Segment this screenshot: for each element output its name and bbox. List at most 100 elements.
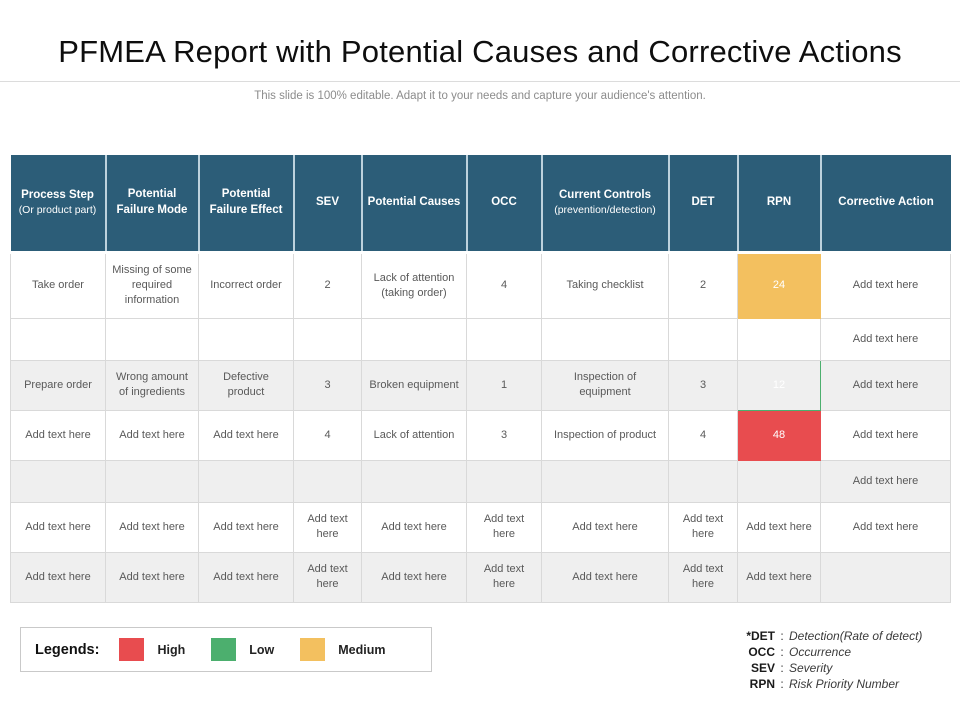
add-text-placeholder[interactable]: Add text here: [668, 551, 738, 603]
legend-item-label: Medium: [338, 642, 386, 657]
add-text-placeholder[interactable]: Add text here: [105, 551, 199, 603]
table-cell: [198, 317, 294, 361]
footnote-definition: Severity: [789, 661, 833, 675]
add-text-placeholder[interactable]: Add text here: [820, 409, 951, 461]
column-header-potential-causes: Potential Causes: [360, 155, 467, 254]
add-text-placeholder[interactable]: Add text here: [10, 501, 106, 553]
add-text-placeholder[interactable]: Add text here: [820, 359, 951, 411]
footnote-row: SEV : Severity: [735, 660, 922, 676]
table-cell: [668, 459, 738, 503]
table-cell: [361, 317, 467, 361]
add-text-placeholder[interactable]: Add text here: [820, 459, 951, 503]
add-text-placeholder[interactable]: Add text here: [293, 501, 362, 553]
table-cell: Defective product: [198, 359, 294, 411]
footnote-row: OCC : Occurrence: [735, 644, 922, 660]
subtitle: This slide is 100% editable. Adapt it to…: [254, 90, 706, 102]
rpn-value-cell: 24: [737, 251, 821, 319]
table-cell: Lack of attention: [361, 409, 467, 461]
table-cell: 3: [466, 409, 542, 461]
table-cell: [105, 317, 199, 361]
table-row: Add text here Add text here Add text her…: [10, 551, 951, 603]
add-text-placeholder[interactable]: Add text here: [293, 551, 362, 603]
footnote-definition: Occurrence: [789, 645, 852, 659]
column-header-rpn: RPN: [736, 155, 821, 254]
add-text-placeholder[interactable]: Add text here: [361, 551, 467, 603]
add-text-placeholder[interactable]: Add text here: [737, 551, 821, 603]
add-text-placeholder[interactable]: Add text here: [466, 551, 542, 603]
table-cell: [466, 459, 542, 503]
add-text-placeholder[interactable]: Add text here: [541, 551, 669, 603]
footnote-separator: :: [780, 661, 784, 675]
footnote-abbr: SEV: [750, 661, 775, 675]
table-cell: [361, 459, 467, 503]
footnote-abbr: RPN: [749, 677, 775, 691]
add-text-placeholder[interactable]: Add text here: [820, 317, 951, 361]
add-text-placeholder[interactable]: Add text here: [10, 551, 106, 603]
table-cell: Lack of attention (taking order): [361, 251, 467, 319]
footnote-definition: Risk Priority Number: [789, 677, 900, 691]
add-text-placeholder[interactable]: Add text here: [10, 409, 106, 461]
table-row: Prepare order Wrong amount of ingredient…: [10, 359, 951, 411]
table-cell: Inspection of product: [541, 409, 669, 461]
legend-item-label: Low: [249, 642, 275, 657]
add-text-placeholder[interactable]: Add text here: [668, 501, 738, 553]
rpn-value-cell: 48: [737, 409, 821, 461]
page-title: PFMEA Report with Potential Causes and C…: [58, 34, 902, 69]
table-cell: Incorrect order: [198, 251, 294, 319]
add-text-placeholder[interactable]: Add text here: [361, 501, 467, 553]
table-cell: [293, 459, 362, 503]
add-text-placeholder[interactable]: Add text here: [105, 409, 199, 461]
legend-item-low: Low: [211, 638, 274, 661]
footnote-separator: :: [780, 645, 784, 659]
table-cell: Inspection of equipment: [541, 359, 669, 411]
add-text-placeholder[interactable]: Add text here: [820, 251, 951, 319]
legend-item-high: High: [119, 638, 185, 661]
table-cell: [541, 317, 669, 361]
table-cell: 4: [466, 251, 542, 319]
footnotes: *DET : Detection(Rate of detect) OCC : O…: [735, 628, 922, 692]
table-cell: [737, 317, 821, 361]
table-row: Take order Missing of some required info…: [10, 251, 951, 319]
add-text-placeholder[interactable]: Add text here: [198, 501, 294, 553]
table-row: Add text here: [10, 459, 951, 503]
footnote-abbr: *DET: [746, 629, 775, 643]
table-cell: Broken equipment: [361, 359, 467, 411]
table-cell: 2: [668, 251, 738, 319]
add-text-placeholder[interactable]: Add text here: [105, 501, 199, 553]
table-cell: [737, 459, 821, 503]
table-cell: Prepare order: [10, 359, 106, 411]
table-cell: [541, 459, 669, 503]
footnote-definition: Detection(Rate of detect): [789, 629, 923, 643]
legend-swatch-low: [211, 638, 237, 661]
table-cell: [820, 551, 951, 603]
table-cell: 3: [293, 359, 362, 411]
table-cell: 2: [293, 251, 362, 319]
column-header-current-controls: Current Controls (prevention/detection): [540, 155, 669, 254]
legend-item-medium: Medium: [300, 638, 385, 661]
footnote-row: *DET : Detection(Rate of detect): [735, 628, 922, 644]
table-cell: 4: [668, 409, 738, 461]
table-row: Add text here Add text here Add text her…: [10, 409, 951, 461]
add-text-placeholder[interactable]: Add text here: [820, 501, 951, 553]
pfmea-table: Process Step (Or product part) Potential …: [10, 155, 951, 603]
table-cell: Take order: [10, 251, 106, 319]
table-row: Add text here: [10, 317, 951, 361]
add-text-placeholder[interactable]: Add text here: [737, 501, 821, 553]
rpn-value-cell: 12: [737, 359, 821, 411]
table-cell: [668, 317, 738, 361]
column-header-corrective-action: Corrective Action: [819, 155, 951, 254]
table-cell: Missing of some required information: [105, 251, 199, 319]
table-cell: Taking checklist: [541, 251, 669, 319]
add-text-placeholder[interactable]: Add text here: [198, 551, 294, 603]
table-cell: Wrong amount of ingredients: [105, 359, 199, 411]
legend-swatch-high: [119, 638, 145, 661]
footnote-row: RPN : Risk Priority Number: [735, 676, 922, 692]
add-text-placeholder[interactable]: Add text here: [541, 501, 669, 553]
column-header-det: DET: [667, 155, 738, 254]
header-row: Process Step (Or product part) Potential …: [10, 155, 951, 254]
column-header-sev: SEV: [292, 155, 362, 254]
add-text-placeholder[interactable]: Add text here: [198, 409, 294, 461]
column-header-process-step: Process Step (Or product part): [10, 155, 106, 254]
add-text-placeholder[interactable]: Add text here: [466, 501, 542, 553]
